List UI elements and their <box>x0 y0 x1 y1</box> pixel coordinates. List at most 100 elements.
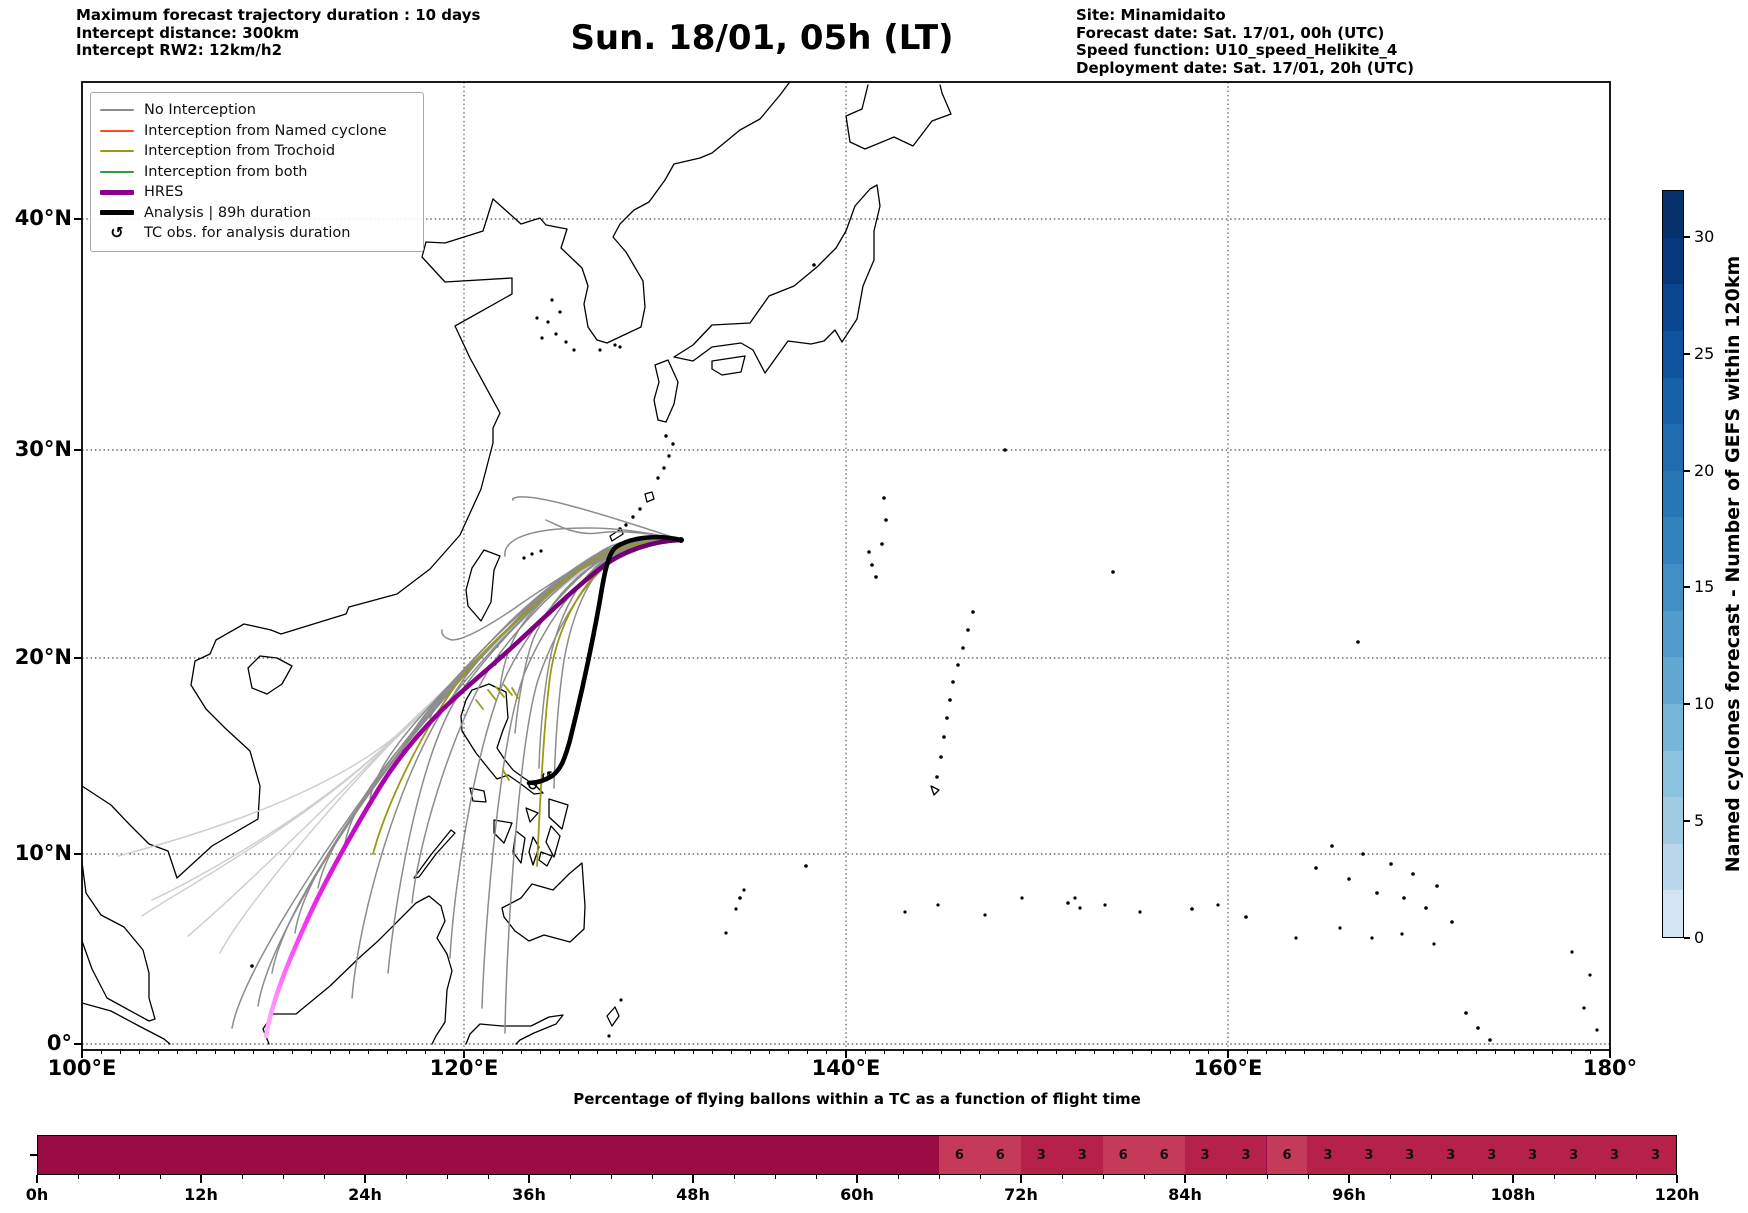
x-minor-tick <box>1055 1050 1057 1054</box>
time-minor-tick <box>1635 1175 1637 1179</box>
legend-item: Analysis | 89h duration <box>99 203 415 224</box>
run-settings: Maximum forecast trajectory duration : 1… <box>76 6 480 60</box>
hres-trajectory <box>263 537 684 1039</box>
x-minor-tick <box>215 1050 217 1054</box>
page-title: Sun. 18/01, 05h (LT) <box>570 18 954 58</box>
tc-percentage-segment: 3 <box>1635 1136 1676 1174</box>
legend-item: ↺ TC obs. for analysis duration <box>99 223 415 244</box>
colorbar-segment <box>1663 843 1683 891</box>
tc-percentage-segment: 6 <box>1266 1136 1308 1174</box>
x-minor-tick <box>1456 1050 1458 1054</box>
x-minor-tick <box>387 1050 389 1054</box>
time-tick-label: 12h <box>184 1185 218 1204</box>
time-tick-mark <box>200 1175 202 1183</box>
time-minor-tick <box>446 1175 448 1179</box>
x-minor-tick <box>730 1050 732 1054</box>
time-tick-mark <box>1348 1175 1350 1183</box>
y-tick-label: 20°N <box>14 644 72 669</box>
x-minor-tick <box>291 1050 293 1054</box>
legend-item: Interception from Named cyclone <box>99 121 415 142</box>
colorbar-tick-mark <box>1684 469 1690 472</box>
site-text: Site: Minamidaito <box>1076 6 1226 24</box>
x-tick-label: 180° <box>1582 1056 1638 1080</box>
time-tick-label: 96h <box>1332 1185 1366 1204</box>
colorbar <box>1662 190 1684 938</box>
x-minor-tick <box>616 1050 618 1054</box>
time-minor-tick <box>569 1175 571 1179</box>
x-minor-tick <box>1475 1050 1477 1054</box>
y-tick-mark <box>74 217 82 220</box>
legend-item-label: Interception from Trochoid <box>144 143 336 160</box>
x-minor-tick <box>1418 1050 1420 1054</box>
x-minor-tick <box>864 1050 866 1054</box>
colorbar-segment <box>1663 750 1683 798</box>
colorbar-segment <box>1663 377 1683 425</box>
intercept-distance-text: Intercept distance: 300km <box>76 23 300 42</box>
x-minor-tick <box>100 1050 102 1054</box>
tc-obs-marker: ↺ <box>527 778 539 794</box>
x-minor-tick <box>635 1050 637 1054</box>
x-minor-tick <box>406 1050 408 1054</box>
colorbar-segment <box>1663 330 1683 378</box>
time-tick-label: 36h <box>512 1185 546 1204</box>
time-tick-mark <box>528 1175 530 1183</box>
colorbar-segment <box>1663 564 1683 611</box>
x-minor-tick <box>883 1050 885 1054</box>
time-tick-mark <box>1184 1175 1186 1183</box>
time-minor-tick <box>1594 1175 1596 1179</box>
legend-item-label: Interception from Named cyclone <box>144 122 387 139</box>
x-minor-tick <box>1265 1050 1267 1054</box>
x-minor-tick <box>597 1050 599 1054</box>
coastlines <box>82 82 952 1045</box>
legend-line-swatch <box>99 189 135 195</box>
x-minor-tick <box>960 1050 962 1054</box>
x-minor-tick <box>310 1050 312 1054</box>
y-tick-label: 40°N <box>14 205 72 230</box>
x-minor-tick <box>1189 1050 1191 1054</box>
x-minor-tick <box>1303 1050 1305 1054</box>
x-minor-tick <box>826 1050 828 1054</box>
x-tick-label: 100°E <box>47 1056 117 1080</box>
colorbar-tick-mark <box>1684 820 1690 823</box>
time-minor-tick <box>241 1175 243 1179</box>
line-swatch <box>100 109 134 112</box>
x-minor-tick <box>1284 1050 1286 1054</box>
time-minor-tick <box>1553 1175 1555 1179</box>
legend-item-label: No Interception <box>144 102 256 119</box>
legend-item-label: HRES <box>144 184 184 201</box>
line-swatch <box>100 150 134 153</box>
time-minor-tick <box>405 1175 407 1179</box>
time-minor-tick <box>1307 1175 1309 1179</box>
x-minor-tick <box>482 1050 484 1054</box>
x-minor-tick <box>1552 1050 1554 1054</box>
time-minor-tick <box>159 1175 161 1179</box>
time-minor-tick <box>1061 1175 1063 1179</box>
island-dots <box>250 263 1599 1042</box>
x-minor-tick <box>1533 1050 1535 1054</box>
x-minor-tick <box>1590 1050 1592 1054</box>
x-tick-mark <box>81 1050 83 1058</box>
colorbar-tick-label: 0 <box>1694 928 1705 947</box>
x-minor-tick <box>1017 1050 1019 1054</box>
y-tick-label: 0° <box>46 1030 72 1055</box>
x-minor-tick <box>788 1050 790 1054</box>
colorbar-tick-mark <box>1684 352 1690 355</box>
time-minor-tick <box>1430 1175 1432 1179</box>
colorbar-segment <box>1663 797 1683 844</box>
y-tick-mark <box>74 656 82 659</box>
y-tick-label: 10°N <box>14 840 72 865</box>
x-minor-tick <box>196 1050 198 1054</box>
colorbar-segment <box>1663 284 1683 331</box>
y-tick-mark <box>74 852 82 855</box>
time-minor-tick <box>1471 1175 1473 1179</box>
tc-percentage-segment: 3 <box>1307 1136 1349 1174</box>
time-minor-tick <box>815 1175 817 1179</box>
legend-line-swatch <box>99 210 135 216</box>
speed-function-text: Speed function: U10_speed_Helikite_4 <box>1076 41 1398 59</box>
x-minor-tick <box>177 1050 178 1054</box>
line-swatch <box>100 210 134 216</box>
time-minor-tick <box>897 1175 899 1179</box>
x-tick-label: 160°E <box>1193 1056 1263 1080</box>
